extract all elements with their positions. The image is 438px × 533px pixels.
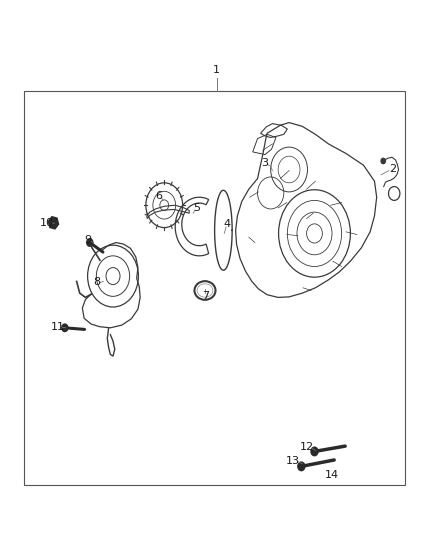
- Text: 6: 6: [155, 191, 162, 200]
- Text: 3: 3: [261, 158, 268, 167]
- Text: 4: 4: [223, 219, 230, 229]
- Text: 7: 7: [202, 291, 209, 301]
- Text: 9: 9: [84, 235, 91, 245]
- Circle shape: [87, 239, 93, 246]
- Text: 5: 5: [193, 203, 200, 213]
- Bar: [24, 91, 405, 485]
- Circle shape: [62, 324, 68, 332]
- Text: 10: 10: [40, 218, 54, 228]
- Text: 12: 12: [300, 442, 314, 452]
- Text: 8: 8: [93, 278, 100, 287]
- Text: 13: 13: [286, 456, 300, 465]
- Text: 1: 1: [213, 64, 220, 75]
- Circle shape: [381, 158, 385, 164]
- Text: 11: 11: [51, 322, 65, 332]
- Circle shape: [298, 462, 305, 471]
- Text: 14: 14: [325, 471, 339, 480]
- Circle shape: [311, 447, 318, 456]
- Text: 2: 2: [389, 165, 396, 174]
